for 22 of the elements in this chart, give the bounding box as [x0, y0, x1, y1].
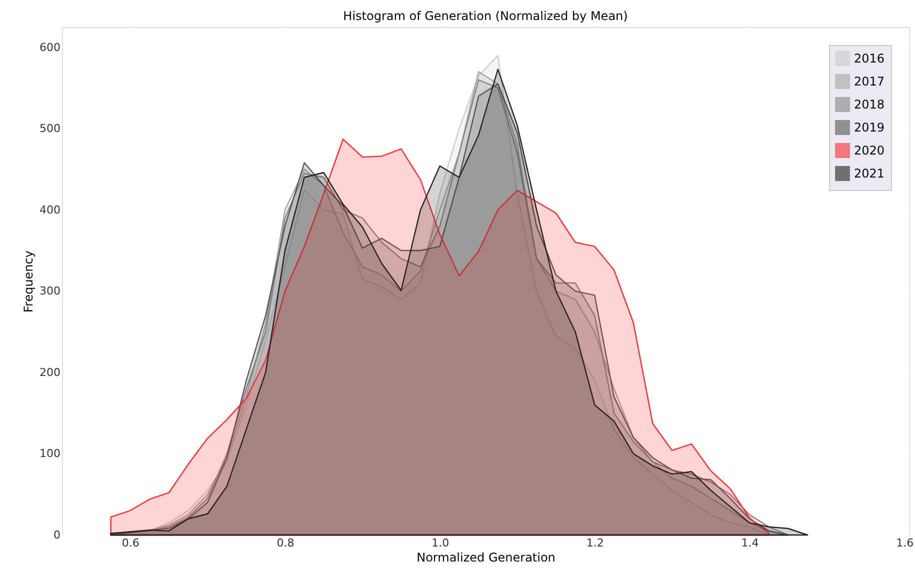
legend-label: 2021	[854, 166, 885, 180]
y-tick-label: 200	[40, 366, 60, 379]
legend-label: 2019	[854, 120, 885, 134]
y-tick-label: 600	[40, 40, 60, 54]
x-tick-label: 1.0	[432, 536, 450, 550]
y-tick-label: 0	[54, 528, 60, 542]
x-tick-label: 1.6	[896, 536, 914, 550]
x-axis-title: Normalized Generation	[416, 550, 556, 564]
legend-label: 2016	[854, 52, 885, 66]
y-tick-label: 300	[40, 284, 60, 298]
y-tick-label: 100	[40, 447, 60, 460]
y-tick-label: 500	[40, 122, 60, 136]
x-tick-label: 0.8	[276, 536, 294, 550]
x-tick-label: 1.2	[586, 536, 604, 550]
x-tick-label: 0.6	[122, 536, 140, 550]
y-tick-label: 400	[40, 203, 60, 216]
chart-title: Histogram of Generation (Normalized by Mean)	[343, 9, 628, 23]
y-axis-title: Frequency	[22, 250, 36, 312]
legend-label: 2020	[854, 144, 885, 158]
legend-label: 2018	[854, 98, 885, 112]
legend-label: 2017	[854, 74, 885, 88]
x-tick-label: 1.4	[741, 536, 759, 550]
